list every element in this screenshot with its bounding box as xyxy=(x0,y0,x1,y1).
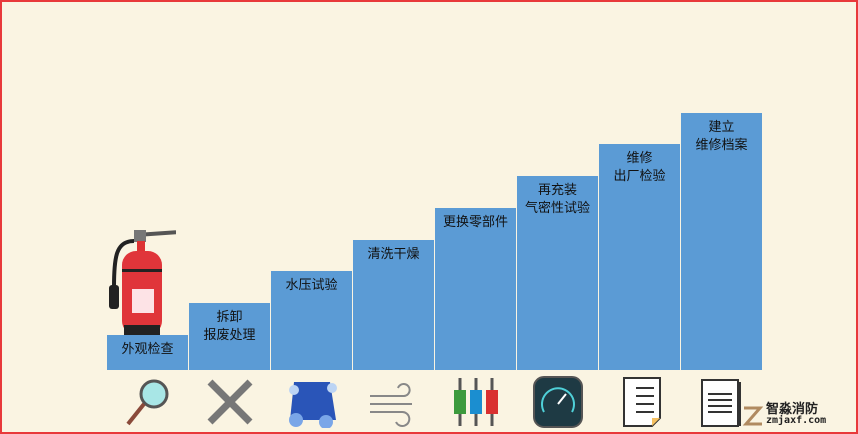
brand-logo-icon xyxy=(742,406,764,426)
step-6-refill: 再充装 气密性试验 xyxy=(517,176,598,370)
wind-icon xyxy=(370,383,412,427)
brand-url: zmjaxf.com xyxy=(766,415,827,426)
step-label: 再充装 xyxy=(537,183,577,198)
step-label: 出厂检验 xyxy=(613,169,666,184)
step-3-hydro-test: 水压试验 xyxy=(271,271,352,370)
fire-extinguisher-icon xyxy=(109,230,176,335)
connectors-icon xyxy=(454,378,498,426)
step-label: 维修 xyxy=(626,151,653,166)
document-icon xyxy=(701,379,741,427)
step-label: 拆卸 xyxy=(216,310,243,325)
gauge-icon xyxy=(533,376,583,428)
step-label: 建立 xyxy=(708,120,735,135)
step-5-replace-parts: 更换零部件 xyxy=(435,208,516,370)
step-1-visual-inspection: 外观检查 xyxy=(107,335,188,370)
checklist-icon xyxy=(623,377,661,427)
step-4-clean-dry: 清洗干燥 xyxy=(353,240,434,370)
step-label: 外观检查 xyxy=(121,342,174,357)
step-label: 清洗干燥 xyxy=(367,247,420,262)
water-bubbles-icon xyxy=(289,382,337,428)
brand-name: 智淼消防 xyxy=(766,402,819,417)
step-label: 更换零部件 xyxy=(442,215,508,230)
step-label: 维修档案 xyxy=(695,138,748,153)
step-label: 气密性试验 xyxy=(524,201,590,216)
step-2-disassembly: 拆卸 报废处理 xyxy=(189,303,270,370)
magnifier-icon xyxy=(126,379,169,426)
wrench-icon xyxy=(207,379,253,425)
step-label: 报废处理 xyxy=(203,328,256,343)
step-7-factory-inspection: 维修 出厂检验 xyxy=(599,144,680,370)
step-label: 水压试验 xyxy=(285,278,338,293)
step-8-records: 建立 维修档案 xyxy=(681,113,762,370)
